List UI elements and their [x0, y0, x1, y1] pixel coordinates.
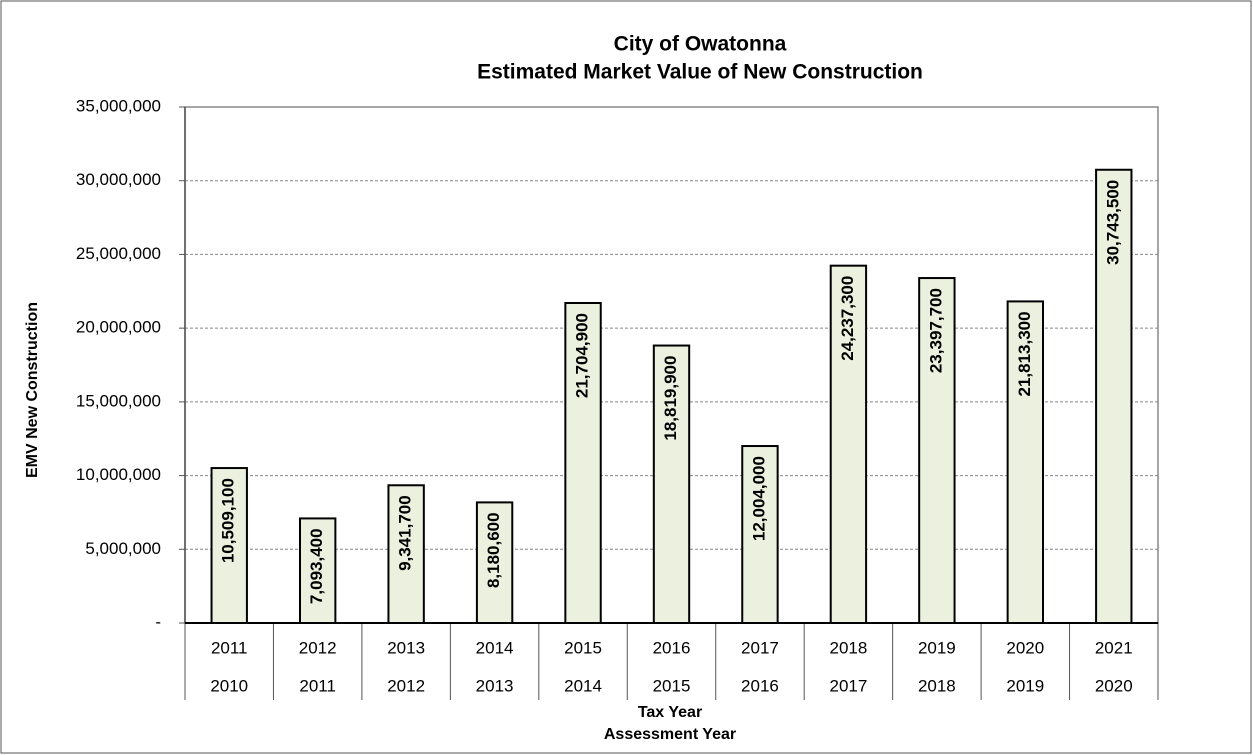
- x-axis-title: Tax Year: [638, 704, 702, 721]
- y-axis-title: EMV New Construction: [24, 302, 41, 478]
- data-label: 12,004,000: [749, 456, 768, 541]
- x-tick-label: 2015: [564, 638, 602, 657]
- bar: [829, 264, 868, 624]
- data-label: 10,509,100: [219, 478, 238, 563]
- data-label: 7,093,400: [307, 528, 326, 604]
- bar: [564, 302, 602, 624]
- data-label: 23,397,700: [926, 288, 945, 373]
- y-tick-label: 10,000,000: [76, 465, 161, 484]
- data-label: 21,704,900: [573, 313, 592, 398]
- x-tick-label: 2021: [1095, 638, 1133, 657]
- data-label: 24,237,300: [838, 276, 857, 361]
- x-tick-label-2: 2018: [918, 676, 956, 695]
- bar: [387, 484, 425, 624]
- bar: [652, 344, 691, 624]
- x-tick-label-2: 2017: [829, 676, 867, 695]
- bar: [741, 445, 779, 624]
- x-tick-label: 2012: [299, 638, 337, 657]
- y-tick-label: 30,000,000: [76, 170, 161, 189]
- y-tick-label: 5,000,000: [85, 539, 161, 558]
- data-label: 30,743,500: [1103, 180, 1122, 265]
- x-tick-label-2: 2015: [653, 676, 691, 695]
- x-tick-label-2: 2014: [564, 676, 602, 695]
- x-tick-label-2: 2012: [387, 676, 425, 695]
- bar: [298, 517, 337, 625]
- data-label: 21,813,300: [1015, 311, 1034, 396]
- y-tick-label: 20,000,000: [76, 318, 161, 337]
- x-tick-label: 2016: [653, 638, 691, 657]
- chart-title: City of Owatonna: [614, 33, 787, 56]
- y-tick-label: 15,000,000: [76, 391, 161, 410]
- x-tick-label: 2013: [387, 638, 425, 657]
- x-tick-label-2: 2020: [1095, 676, 1133, 695]
- bar: [1006, 300, 1045, 624]
- bar: [475, 501, 514, 625]
- x-tick-label-2: 2011: [299, 676, 336, 695]
- x-tick-label: 2019: [918, 638, 956, 657]
- x-tick-label-2: 2010: [210, 676, 248, 695]
- x-tick-label-2: 2013: [476, 676, 514, 695]
- bar: [918, 277, 956, 624]
- x-tick-label: 2014: [476, 638, 514, 657]
- bar: [210, 467, 248, 624]
- y-tick-label: 35,000,000: [76, 96, 161, 115]
- y-tick-label: -: [155, 612, 161, 631]
- x-tick-label: 2011: [211, 638, 248, 657]
- data-label: 18,819,900: [661, 356, 680, 441]
- data-label: 8,180,600: [484, 512, 503, 588]
- y-tick-label: 25,000,000: [76, 244, 161, 263]
- bar: [1095, 168, 1133, 625]
- x-tick-label-2: 2019: [1006, 676, 1044, 695]
- data-label: 9,341,700: [396, 495, 415, 571]
- x-tick-label: 2020: [1006, 638, 1044, 657]
- x-tick-label: 2017: [741, 638, 779, 657]
- chart-subtitle: Estimated Market Value of New Constructi…: [477, 61, 923, 84]
- x-tick-label-2: 2016: [741, 676, 779, 695]
- x-axis-title-2: Assessment Year: [604, 726, 736, 743]
- x-tick-label: 2018: [829, 638, 867, 657]
